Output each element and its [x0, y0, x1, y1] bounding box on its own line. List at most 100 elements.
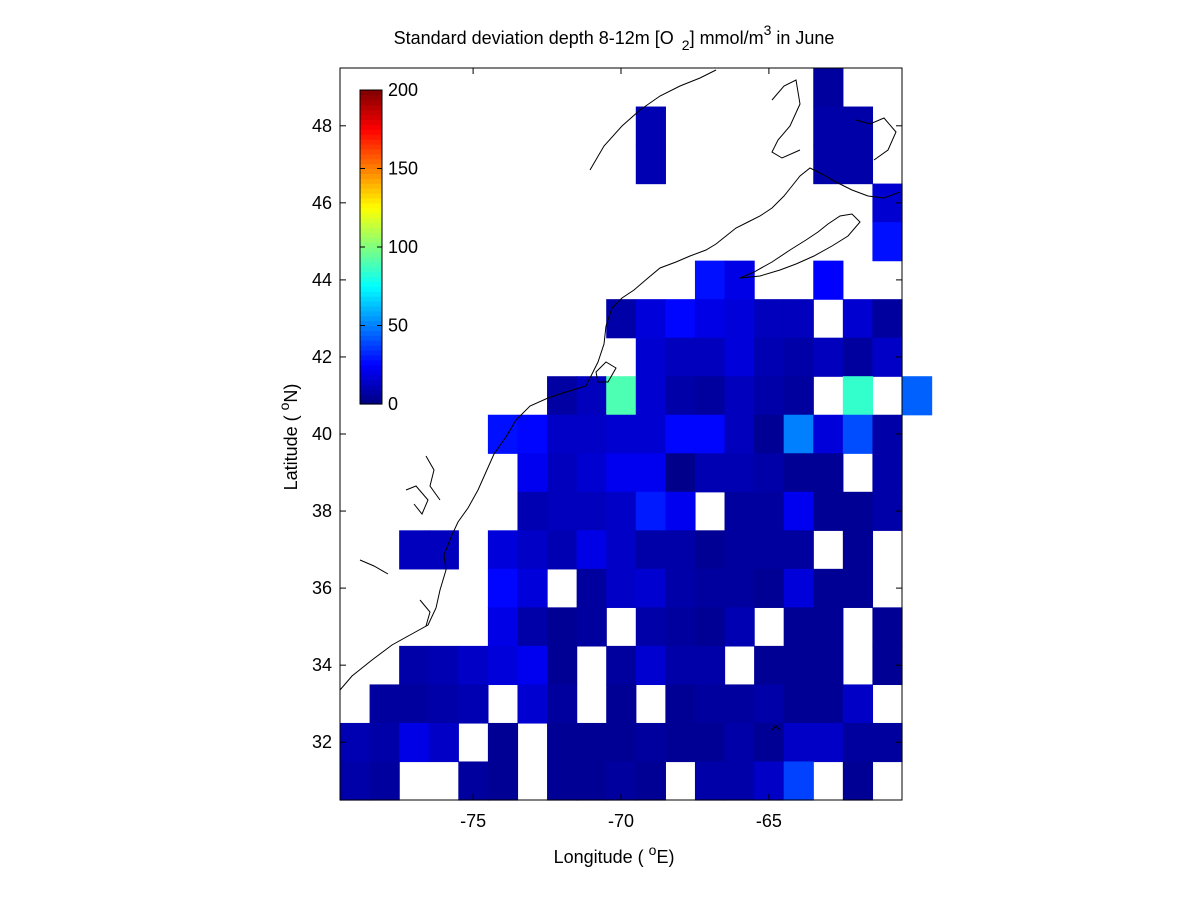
y-axis-label: Latitude ( oN): [276, 384, 301, 491]
colorbar-segment: [360, 247, 382, 253]
heatmap-cell: [783, 299, 814, 339]
heatmap-cell: [606, 568, 637, 608]
heatmap-cell: [813, 106, 844, 146]
heatmap-cell: [635, 491, 666, 531]
heatmap-cell: [547, 645, 578, 686]
colorbar-segment: [360, 207, 382, 214]
heatmap-cell: [576, 376, 607, 416]
heatmap-cell: [665, 299, 696, 339]
heatmap-cell: [635, 299, 666, 339]
heatmap-cell: [754, 299, 785, 339]
heatmap-cell: [606, 645, 637, 686]
heatmap-cell: [783, 684, 814, 724]
heatmap-cell: [635, 722, 666, 763]
heatmap-cell: [458, 645, 489, 686]
colorbar-segment: [360, 325, 382, 332]
heatmap-cell: [813, 645, 844, 686]
heatmap-cell: [517, 684, 548, 724]
colorbar-segment: [360, 335, 382, 341]
heatmap-cell: [547, 761, 578, 801]
colorbar-segment: [360, 197, 382, 204]
colorbar-tick-label: 50: [388, 316, 408, 336]
heatmap-cell: [842, 299, 874, 339]
heatmap-cell: [665, 645, 696, 686]
heatmap-cell: [576, 530, 607, 570]
x-axis: -75 -70 -65: [460, 68, 782, 831]
colorbar-segment: [360, 139, 382, 145]
coastline: [339, 69, 901, 731]
colorbar-segment: [360, 399, 382, 405]
heatmap-cell: [724, 684, 755, 724]
heatmap-cell: [694, 607, 726, 647]
heatmap-cell: [458, 684, 489, 724]
heatmap-cell: [665, 376, 696, 416]
colorbar-segment: [360, 369, 382, 376]
colorbar-segment: [360, 188, 382, 194]
heatmap-cell: [842, 145, 874, 185]
colorbar-segment: [360, 276, 382, 282]
colorbar-segment: [360, 320, 382, 327]
heatmap-cell: [399, 645, 430, 686]
heatmap-cell: [517, 414, 548, 454]
xlabel-degree: o: [649, 842, 657, 858]
x-tick-label: -70: [608, 811, 634, 831]
heatmap-cell: [724, 260, 755, 300]
colorbar-segment: [360, 109, 382, 116]
heatmap-cell: [724, 337, 755, 377]
heatmap-cell: [576, 491, 607, 531]
heatmap-cell: [606, 530, 637, 570]
heatmap-cell: [665, 414, 696, 454]
heatmap-cell: [487, 722, 519, 763]
heatmap-cell: [428, 530, 459, 570]
heatmap-cell: [842, 414, 874, 454]
heatmap-cell: [517, 491, 548, 531]
colorbar-segment: [360, 251, 382, 258]
colorbar-segment: [360, 271, 382, 278]
colorbar-segment: [360, 300, 382, 307]
heatmap-cell: [694, 260, 726, 300]
heatmap-cell: [665, 453, 696, 493]
heatmap-cell: [399, 722, 430, 763]
heatmap-cell: [754, 337, 785, 377]
colorbar-segment: [360, 266, 382, 273]
heatmap-cell: [399, 684, 430, 724]
heatmap-cell: [576, 453, 607, 493]
colorbar-segment: [360, 281, 382, 287]
colorbar-segment: [360, 296, 382, 302]
heatmap-cell: [724, 722, 755, 763]
heatmap-cell: [665, 684, 696, 724]
heatmap-cell: [754, 453, 785, 493]
heatmap-cell: [369, 761, 400, 801]
colorbar-tick-label: 100: [388, 237, 418, 257]
heatmap-cell: [576, 761, 607, 801]
heatmap-cell: [842, 530, 874, 570]
colorbar-segment: [360, 330, 382, 336]
colorbar-tick-label: 0: [388, 394, 398, 414]
heatmap-cell: [547, 530, 578, 570]
heatmap-cell: [842, 106, 874, 146]
heatmap-cell: [694, 761, 726, 801]
heatmap-cell: [517, 607, 548, 647]
heatmap-cell: [783, 453, 814, 493]
heatmap-cell: [399, 530, 430, 570]
heatmap-cell: [724, 761, 755, 801]
heatmap-cell: [694, 376, 726, 416]
heatmap-cell: [517, 453, 548, 493]
heatmap-cell: [694, 722, 726, 763]
colorbar-segment: [360, 129, 382, 135]
xlabel-suffix: E): [656, 847, 674, 867]
heatmap-cell: [902, 376, 933, 416]
heatmap-cell: [872, 453, 903, 493]
colorbar-segment: [360, 183, 382, 189]
heatmap-cell: [635, 645, 666, 686]
heatmap-cell: [340, 761, 371, 801]
heatmap-cell: [665, 568, 696, 608]
heatmap-cell: [694, 337, 726, 377]
heatmap-cell: [665, 722, 696, 763]
colorbar-segment: [360, 99, 382, 106]
heatmap-cell: [724, 453, 755, 493]
colorbar-segment: [360, 178, 382, 184]
colorbar-segment: [360, 232, 382, 238]
heatmap-cell: [487, 568, 519, 608]
heatmap-cell: [783, 491, 814, 531]
